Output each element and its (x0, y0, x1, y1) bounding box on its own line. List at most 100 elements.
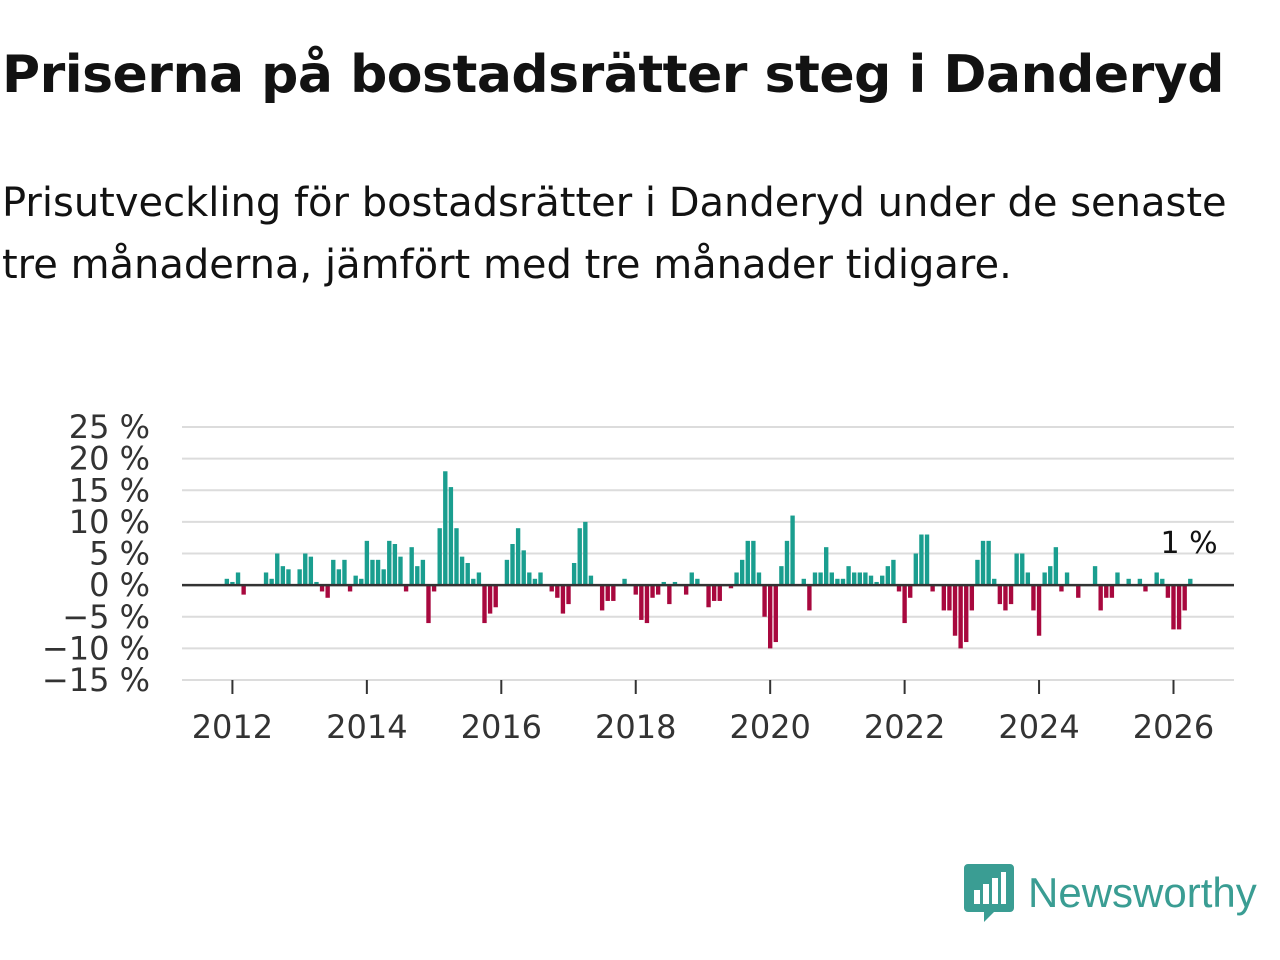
bar (689, 572, 694, 586)
bar (1143, 585, 1148, 592)
bar (381, 569, 386, 586)
bar (454, 528, 459, 586)
bar (728, 585, 734, 589)
bar (958, 585, 963, 649)
bar (661, 581, 666, 586)
x-tick-label: 2018 (595, 708, 676, 746)
bar (874, 581, 879, 586)
bar (387, 540, 392, 586)
bar (426, 585, 431, 624)
bar (275, 553, 280, 586)
x-tick-label: 2020 (729, 708, 810, 746)
y-tick-label: −15 % (42, 661, 150, 699)
bar (269, 578, 274, 586)
bar (280, 566, 286, 586)
y-tick-label: −10 % (42, 629, 150, 667)
bar (975, 559, 980, 586)
bar (375, 559, 381, 586)
bar (515, 528, 521, 586)
bar (476, 572, 482, 586)
bar (364, 540, 370, 586)
bar (880, 575, 885, 586)
bar (986, 540, 991, 586)
bar (415, 566, 420, 586)
bar (532, 578, 538, 586)
bar (773, 585, 778, 643)
bar (1126, 578, 1131, 586)
bar (734, 572, 739, 586)
x-axis (182, 583, 1234, 694)
y-tick-label: −5 % (62, 598, 150, 636)
bar (969, 585, 975, 611)
brand: Newsworthy (964, 864, 1257, 922)
bar (353, 575, 358, 586)
bar (835, 578, 840, 586)
bar (583, 521, 588, 586)
x-axis-labels: 2012 2014 2016 2018 2020 2022 2024 2026 (192, 708, 1215, 746)
bar (1171, 585, 1176, 630)
bar (230, 581, 235, 586)
bar (807, 585, 812, 611)
bar (1014, 553, 1019, 586)
bar (521, 550, 526, 586)
bar (527, 572, 532, 586)
bar (1059, 585, 1064, 592)
bar (885, 566, 890, 586)
bar (622, 578, 627, 586)
bar (768, 585, 773, 649)
bar (319, 585, 325, 592)
bar (857, 572, 862, 586)
bar (1109, 585, 1115, 598)
bar (263, 572, 269, 586)
bar (1076, 585, 1081, 598)
bar (952, 585, 958, 636)
bar (487, 585, 493, 614)
bar (1176, 585, 1182, 630)
bar (941, 585, 947, 611)
bar (639, 585, 644, 620)
bar (443, 471, 448, 586)
x-tick-label: 2012 (192, 708, 273, 746)
bar (1182, 585, 1187, 611)
bar (762, 585, 767, 617)
bar (437, 528, 442, 586)
chart-subtitle: Prisutveckling för bostadsrätter i Dande… (2, 180, 1227, 288)
bar (403, 585, 409, 592)
bar (846, 566, 851, 586)
bar (818, 572, 823, 586)
bar (331, 559, 336, 586)
bar (409, 547, 414, 586)
x-tick-label: 2016 (461, 708, 542, 746)
bar (1008, 585, 1014, 605)
bar (241, 585, 246, 595)
bar (605, 585, 610, 601)
x-tick-label: 2022 (864, 708, 945, 746)
y-tick-label: 0 % (89, 566, 150, 604)
y-tick-label: 10 % (69, 503, 150, 541)
bar (308, 556, 314, 586)
bar (504, 559, 510, 586)
bar (756, 572, 762, 586)
bar (717, 585, 722, 601)
chart-title: Priserna på bostadsrätter steg i Dandery… (2, 45, 1224, 105)
bar (560, 585, 566, 614)
bar (902, 585, 907, 624)
bar (633, 585, 638, 595)
bar (224, 578, 230, 586)
bar (571, 562, 577, 586)
bar (1048, 566, 1053, 586)
bar (745, 540, 750, 586)
bar (420, 559, 426, 586)
bar (711, 585, 717, 601)
bar (801, 578, 806, 586)
bar (644, 585, 650, 624)
bar (840, 578, 846, 586)
bar (1137, 578, 1143, 586)
bar (947, 585, 952, 611)
bar (347, 585, 353, 592)
bar (824, 547, 829, 586)
bar (303, 553, 308, 586)
brand-name: Newsworthy (1028, 869, 1257, 916)
bar (1036, 585, 1042, 636)
bar (919, 534, 924, 586)
